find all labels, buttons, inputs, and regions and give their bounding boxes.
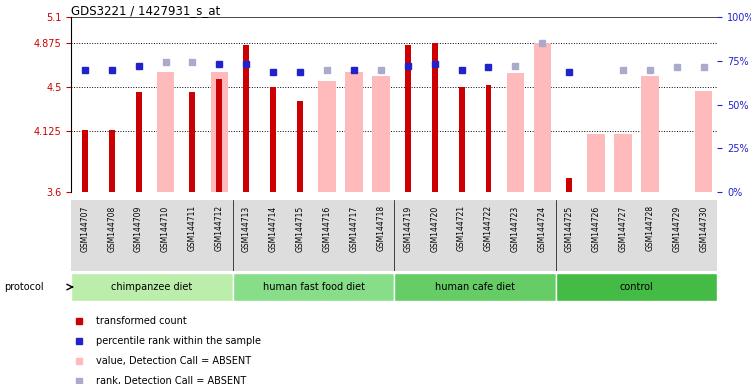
Text: GSM144721: GSM144721 — [457, 205, 466, 252]
Text: GSM144724: GSM144724 — [538, 205, 547, 252]
Text: GSM144712: GSM144712 — [215, 205, 224, 252]
Text: GSM144716: GSM144716 — [322, 205, 331, 252]
Text: GSM144707: GSM144707 — [80, 205, 89, 252]
Bar — [243, 45, 249, 192]
Bar — [233, 273, 394, 301]
Text: percentile rank within the sample: percentile rank within the sample — [96, 336, 261, 346]
Text: GSM144728: GSM144728 — [645, 205, 654, 252]
Bar — [216, 79, 222, 192]
Text: GSM144708: GSM144708 — [107, 205, 116, 252]
Bar — [459, 87, 465, 192]
Text: GSM144730: GSM144730 — [699, 205, 708, 252]
Bar — [82, 130, 88, 192]
Bar — [270, 87, 276, 192]
Text: GSM144717: GSM144717 — [349, 205, 358, 252]
Bar — [566, 178, 572, 192]
Bar — [432, 43, 438, 192]
Text: GSM144729: GSM144729 — [672, 205, 681, 252]
Text: GSM144720: GSM144720 — [430, 205, 439, 252]
Text: GDS3221 / 1427931_s_at: GDS3221 / 1427931_s_at — [71, 4, 221, 17]
Text: value, Detection Call = ABSENT: value, Detection Call = ABSENT — [96, 356, 251, 366]
Text: GSM144727: GSM144727 — [619, 205, 628, 252]
Bar — [297, 101, 303, 192]
Bar — [109, 130, 115, 192]
Bar — [372, 76, 390, 192]
Bar — [189, 92, 195, 192]
Bar — [507, 73, 524, 192]
Text: rank, Detection Call = ABSENT: rank, Detection Call = ABSENT — [96, 376, 246, 384]
Bar — [394, 273, 556, 301]
Text: GSM144719: GSM144719 — [403, 205, 412, 252]
Bar — [614, 134, 632, 192]
Text: GSM144718: GSM144718 — [376, 205, 385, 252]
Text: control: control — [620, 282, 653, 292]
Bar — [157, 72, 174, 192]
Text: GSM144725: GSM144725 — [565, 205, 574, 252]
Bar — [71, 273, 233, 301]
Bar — [556, 273, 717, 301]
Text: GSM144709: GSM144709 — [134, 205, 143, 252]
Bar — [210, 72, 228, 192]
Bar — [641, 76, 659, 192]
Text: human cafe diet: human cafe diet — [435, 282, 515, 292]
Bar — [345, 72, 363, 192]
Text: GSM144713: GSM144713 — [242, 205, 251, 252]
Bar — [318, 81, 336, 192]
Text: GSM144726: GSM144726 — [592, 205, 601, 252]
Text: GSM144715: GSM144715 — [296, 205, 305, 252]
Text: GSM144711: GSM144711 — [188, 205, 197, 252]
Bar — [695, 91, 713, 192]
Text: GSM144723: GSM144723 — [511, 205, 520, 252]
Bar — [533, 43, 551, 192]
Text: transformed count: transformed count — [96, 316, 187, 326]
Text: chimpanzee diet: chimpanzee diet — [111, 282, 193, 292]
Text: GSM144710: GSM144710 — [161, 205, 170, 252]
Bar — [136, 92, 142, 192]
Text: human fast food diet: human fast food diet — [263, 282, 364, 292]
Text: protocol: protocol — [4, 282, 44, 292]
Text: GSM144722: GSM144722 — [484, 205, 493, 252]
Bar — [485, 85, 491, 192]
Bar — [405, 45, 411, 192]
Bar — [587, 134, 605, 192]
Text: GSM144714: GSM144714 — [269, 205, 278, 252]
